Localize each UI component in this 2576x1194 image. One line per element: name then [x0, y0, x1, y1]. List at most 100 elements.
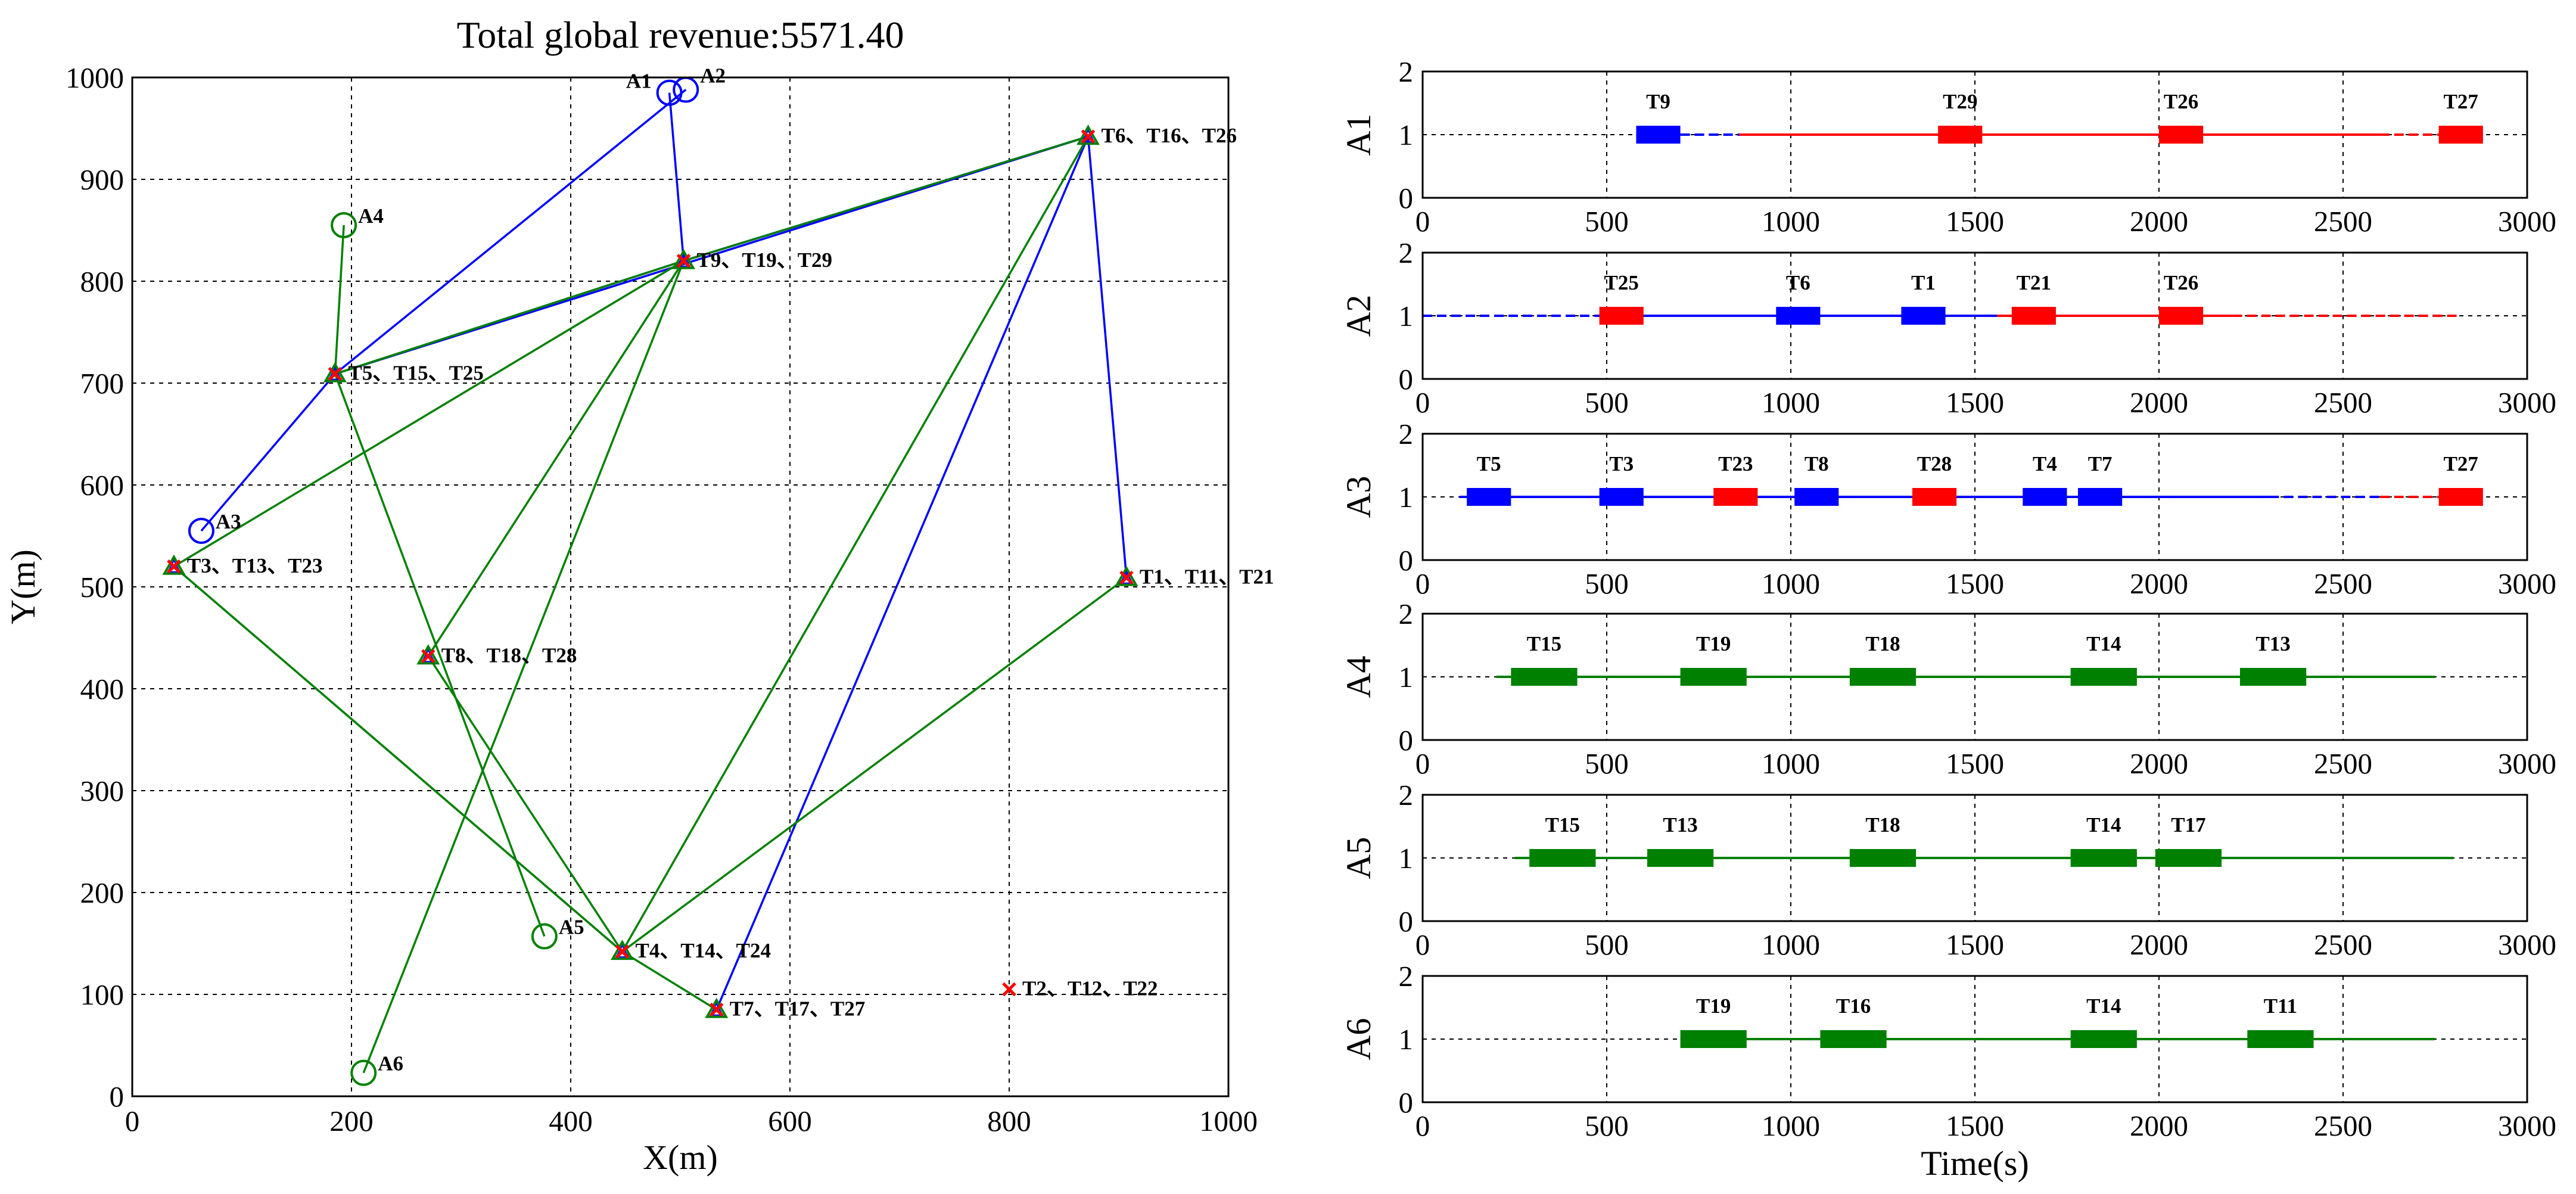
gantt-row-a5: 0 500 1000 1500 2000 2500 3000 0 1 2 T15 T13 T18 T14 T…	[1339, 779, 2556, 961]
gantt-y-tick-label: 1	[1399, 119, 1414, 151]
map-y-tick-label: 600	[80, 469, 125, 502]
gantt-x-tick-label: 0	[1415, 1109, 1430, 1142]
task-bar	[1849, 668, 1917, 686]
task-bar	[2078, 488, 2123, 506]
agent-start-point: A5	[531, 916, 584, 950]
map-y-tick-label: 100	[80, 978, 125, 1011]
map-y-tick-label: 0	[110, 1080, 125, 1113]
gantt-x-tick-label: 2500	[2314, 928, 2372, 961]
gantt-row-agent-label: A3	[1339, 476, 1378, 518]
map-y-axis-label: Y(m)	[4, 549, 42, 624]
task-bar	[2070, 668, 2137, 686]
target-label: T4、T14、T24	[635, 939, 771, 962]
gantt-x-tick-label: 0	[1415, 928, 1430, 961]
agent-circle-marker	[531, 923, 558, 950]
agent-label: A3	[216, 510, 241, 533]
task-label: T1	[1911, 271, 1936, 294]
target-label: T8、T18、T28	[441, 643, 577, 667]
gantt-x-tick-label: 500	[1585, 567, 1629, 600]
task-label: T29	[1943, 90, 1977, 113]
task-label: T6	[1786, 271, 1810, 294]
gantt-y-tick-label: 2	[1399, 237, 1414, 269]
target-x-marker	[709, 1002, 724, 1017]
map-y-tick-label: 800	[80, 265, 125, 298]
gantt-y-tick-label: 0	[1399, 182, 1414, 214]
gantt-row-a6: 0 500 1000 1500 2000 2500 3000 0 1 2 T19 T16 T14 T11 A…	[1339, 960, 2556, 1142]
agent-label: A5	[559, 916, 584, 939]
task-label: T19	[1696, 632, 1731, 655]
agent-route-line	[668, 92, 1090, 1010]
gantt-x-tick-label: 0	[1415, 205, 1430, 238]
task-label: T26	[2164, 90, 2198, 113]
map-x-tick-label: 600	[768, 1105, 812, 1137]
task-label: T5	[1477, 452, 1501, 475]
task-bar	[2438, 488, 2483, 506]
task-label: T25	[1604, 271, 1639, 294]
agent-label: A6	[378, 1052, 403, 1075]
task-bar	[1794, 488, 1839, 506]
task-label: T16	[1836, 994, 1871, 1018]
map-y-tick-label: 400	[80, 673, 125, 705]
task-label: T27	[2444, 90, 2478, 113]
agent-route-line	[172, 260, 717, 1011]
target-label: T2、T12、T22	[1022, 977, 1158, 1000]
target-triangle-inner-marker	[167, 559, 181, 573]
gantt-x-tick-label: 2500	[2314, 747, 2372, 780]
target-label: T7、T17、T27	[730, 997, 866, 1021]
gantt-x-tick-label: 3000	[2498, 205, 2556, 238]
gantt-y-tick-label: 1	[1399, 661, 1414, 694]
map-y-tick-label: 1000	[66, 61, 124, 94]
agent-start-point: A4	[331, 204, 384, 238]
target-point: T6、T16、T26	[1077, 124, 1237, 147]
target-triangle-marker	[611, 940, 634, 960]
gantt-y-tick-label: 0	[1399, 1086, 1414, 1119]
gantt-row-agent-label: A6	[1339, 1018, 1378, 1061]
gantt-x-tick-label: 0	[1415, 747, 1430, 780]
target-point: T2、T12、T22	[1002, 977, 1158, 1000]
gantt-x-tick-label: 1000	[1762, 205, 1820, 238]
target-label: T9、T19、T29	[697, 248, 833, 272]
gantt-x-tick-label: 2500	[2314, 567, 2372, 600]
gantt-y-tick-label: 1	[1399, 300, 1414, 332]
agent-circle-marker	[350, 1059, 377, 1086]
gantt-x-tick-label: 1000	[1762, 1109, 1820, 1142]
task-bar	[1901, 307, 1946, 325]
target-triangle-inner-marker	[615, 944, 630, 958]
target-point: T9、T19、T29	[672, 248, 833, 272]
task-label: T4	[2033, 452, 2057, 475]
gantt-x-axis-label: Time(s)	[1921, 1144, 2029, 1183]
map-agents: A1 A2 A3 A4 A5 A6	[188, 64, 726, 1086]
agent-start-point: A2	[673, 64, 726, 103]
agent-route-line	[362, 135, 1127, 1074]
task-bar	[1938, 126, 1983, 144]
target-triangle-marker	[705, 997, 729, 1018]
agent-label: A2	[700, 64, 726, 88]
map-tick-labels: 0 200 400 600 800 1000 0 100 200 300 400 500 600 700 8…	[66, 61, 1258, 1137]
agent-route-line	[200, 135, 1088, 532]
gantt-y-tick-label: 0	[1399, 544, 1414, 577]
gantt-row-a3: 0 500 1000 1500 2000 2500 3000 0 1 2 T5 T3 T23 T8 T28 T…	[1339, 418, 2556, 600]
map-axes-frame	[131, 76, 1230, 1097]
gantt-y-tick-label: 0	[1399, 905, 1414, 938]
agent-label: A1	[626, 70, 652, 93]
map-chart: Total global revenue:5571.40 T1、T11、T21T…	[4, 14, 1274, 1177]
task-label: T18	[1865, 813, 1900, 837]
target-triangle-marker	[416, 644, 440, 665]
target-point: T1、T11、T21	[1115, 565, 1274, 589]
target-x-marker	[1002, 982, 1016, 997]
task-label: T13	[2255, 632, 2290, 655]
target-point: T8、T18、T28	[416, 643, 577, 667]
task-bar	[1912, 488, 1957, 506]
gantt-row-a1: 0 500 1000 1500 2000 2500 3000 0 1 2 T9 T29 T26 T27 A1	[1339, 55, 2556, 238]
gantt-x-tick-label: 1000	[1762, 567, 1820, 600]
gantt-x-tick-label: 1000	[1762, 386, 1820, 419]
task-bar	[2159, 126, 2204, 144]
target-x-marker	[1119, 570, 1134, 585]
map-y-tick-label: 500	[80, 571, 125, 604]
gantt-x-tick-label: 3000	[2498, 1109, 2556, 1142]
task-label: T9	[1646, 90, 1670, 113]
gantt-x-tick-label: 3000	[2498, 567, 2556, 600]
target-label: T6、T16、T26	[1101, 124, 1237, 147]
task-label: T26	[2164, 271, 2198, 294]
